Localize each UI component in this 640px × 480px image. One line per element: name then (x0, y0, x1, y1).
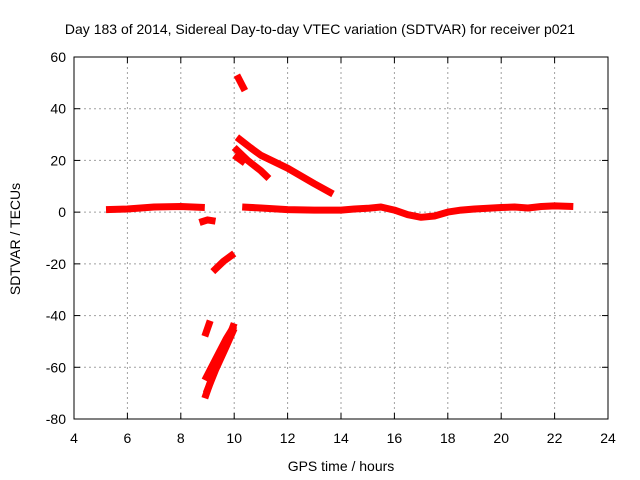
x-tick-label: 10 (226, 430, 242, 446)
y-tick-label: -20 (46, 256, 66, 272)
series-pass-f (232, 152, 247, 166)
x-tick-label: 6 (124, 430, 132, 446)
x-tick-label: 4 (70, 430, 78, 446)
axis-ticks: 4 6 8 10 12 14 16 18 20 22 24 -80 -60 -40 -20 0 20 40 60 (46, 49, 616, 446)
series-pass-a (105, 203, 205, 214)
x-tick-label: 16 (387, 430, 403, 446)
y-tick-label: 60 (50, 49, 66, 65)
x-tick-label: 24 (600, 430, 616, 446)
y-axis-label: SDTVAR / TECUs (7, 183, 23, 295)
x-tick-label: 8 (177, 430, 185, 446)
data-series (105, 73, 574, 400)
x-axis-label: GPS time / hours (288, 458, 395, 474)
series-pass-d (234, 134, 335, 198)
y-tick-label: -80 (46, 411, 66, 427)
y-tick-label: 20 (50, 152, 66, 168)
plot-frame (73, 56, 609, 420)
x-tick-label: 22 (547, 430, 563, 446)
y-tick-label: 40 (50, 101, 66, 117)
y-tick-label: 0 (58, 204, 66, 220)
x-tick-label: 18 (440, 430, 456, 446)
series-pass-b (242, 202, 574, 221)
y-tick-label: -60 (46, 359, 66, 375)
series-pass-g (198, 216, 217, 226)
grid (74, 57, 608, 419)
y-tick-label: -40 (46, 308, 66, 324)
x-tick-label: 12 (280, 430, 296, 446)
series-pass-c (233, 73, 249, 93)
series-pass-l (202, 327, 238, 395)
series-pass-i (201, 319, 214, 338)
series-pass-e (231, 144, 272, 182)
series-pass-h (210, 250, 237, 275)
x-tick-label: 14 (333, 430, 349, 446)
chart-title: Day 183 of 2014, Sidereal Day-to-day VTE… (65, 21, 575, 37)
x-tick-label: 20 (493, 430, 509, 446)
